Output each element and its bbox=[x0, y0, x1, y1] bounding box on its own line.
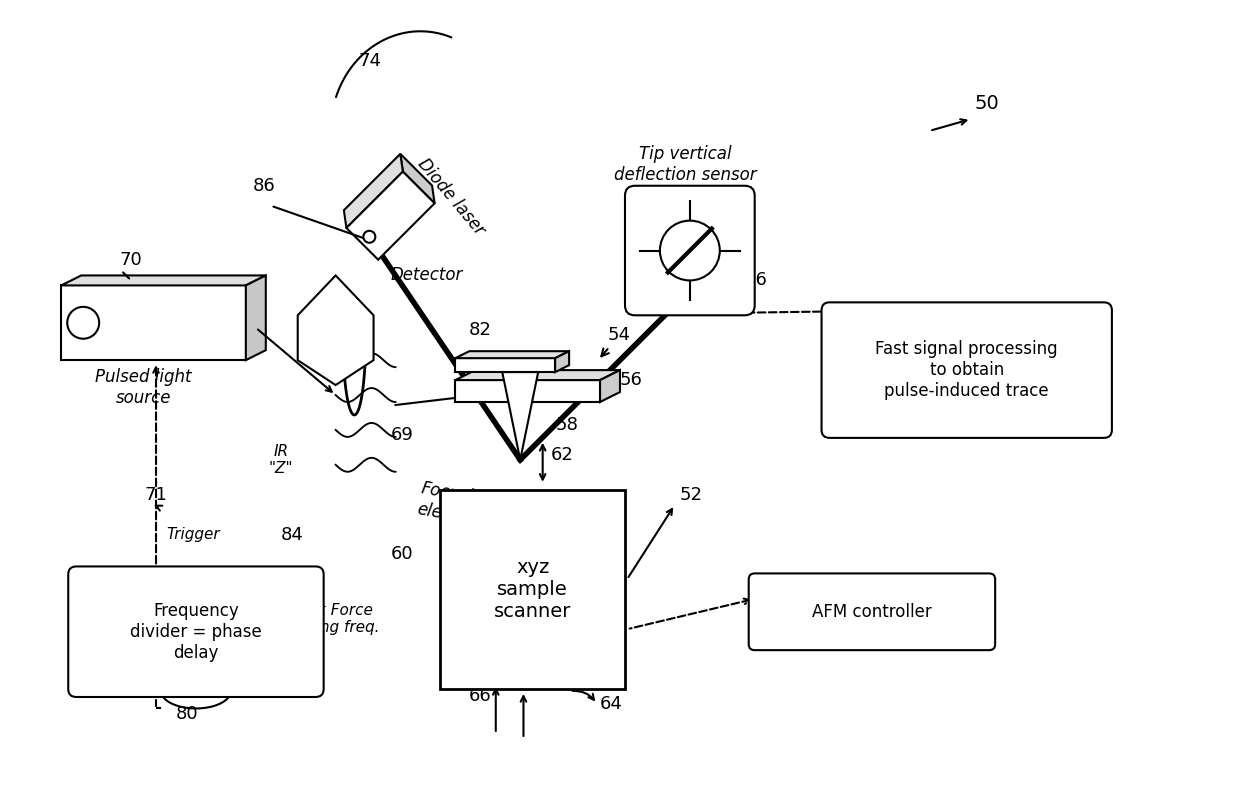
Polygon shape bbox=[298, 275, 373, 385]
Text: Diode laser: Diode laser bbox=[414, 155, 487, 239]
Polygon shape bbox=[600, 371, 620, 402]
Text: 66: 66 bbox=[469, 687, 491, 705]
Text: Pulsed light
source: Pulsed light source bbox=[95, 368, 192, 407]
Polygon shape bbox=[455, 371, 620, 380]
Text: xyz
sample
scanner: xyz sample scanner bbox=[494, 558, 572, 621]
Text: 76: 76 bbox=[745, 271, 768, 290]
Text: Tip vertical
deflection sensor: Tip vertical deflection sensor bbox=[614, 145, 756, 184]
Bar bbox=[440, 489, 625, 689]
Text: 82: 82 bbox=[469, 321, 491, 339]
Text: 74: 74 bbox=[358, 52, 382, 70]
Text: 84: 84 bbox=[280, 526, 304, 544]
FancyBboxPatch shape bbox=[68, 566, 324, 697]
Text: 64: 64 bbox=[600, 695, 622, 713]
Text: IR
"Z": IR "Z" bbox=[269, 443, 293, 476]
Text: 62: 62 bbox=[551, 446, 574, 464]
Text: Trigger: Trigger bbox=[166, 527, 219, 542]
Polygon shape bbox=[61, 275, 265, 286]
Circle shape bbox=[363, 231, 376, 243]
Polygon shape bbox=[455, 351, 569, 358]
Polygon shape bbox=[556, 351, 569, 372]
FancyBboxPatch shape bbox=[822, 303, 1112, 438]
Circle shape bbox=[660, 221, 719, 281]
Text: 54: 54 bbox=[601, 326, 631, 356]
Polygon shape bbox=[455, 358, 556, 372]
Polygon shape bbox=[346, 172, 434, 260]
Polygon shape bbox=[455, 380, 600, 402]
Polygon shape bbox=[61, 286, 246, 360]
Text: 72: 72 bbox=[939, 605, 962, 623]
FancyBboxPatch shape bbox=[625, 186, 755, 316]
Polygon shape bbox=[246, 275, 265, 360]
Text: 60: 60 bbox=[391, 545, 413, 563]
Text: 58: 58 bbox=[556, 416, 578, 434]
Text: 80: 80 bbox=[176, 705, 198, 723]
Polygon shape bbox=[401, 154, 434, 203]
Text: 71: 71 bbox=[144, 485, 167, 504]
Text: 78: 78 bbox=[1059, 346, 1081, 364]
FancyBboxPatch shape bbox=[749, 574, 996, 650]
Circle shape bbox=[67, 307, 99, 339]
Text: Focusing
element: Focusing element bbox=[415, 480, 495, 531]
Polygon shape bbox=[343, 154, 403, 228]
Text: 86: 86 bbox=[253, 176, 275, 195]
Text: 56: 56 bbox=[620, 371, 642, 389]
Text: Fast signal processing
to obtain
pulse-induced trace: Fast signal processing to obtain pulse-i… bbox=[875, 341, 1058, 400]
Polygon shape bbox=[502, 372, 538, 460]
Text: Peak Force
tapping freq.: Peak Force tapping freq. bbox=[281, 603, 379, 635]
Text: 52: 52 bbox=[680, 485, 703, 504]
Text: 70: 70 bbox=[119, 252, 141, 269]
Text: Detector: Detector bbox=[391, 266, 463, 285]
Text: AFM controller: AFM controller bbox=[812, 603, 931, 621]
Text: Frequency
divider = phase
delay: Frequency divider = phase delay bbox=[130, 602, 262, 662]
Text: 50: 50 bbox=[975, 94, 999, 113]
Text: 69: 69 bbox=[391, 426, 413, 444]
